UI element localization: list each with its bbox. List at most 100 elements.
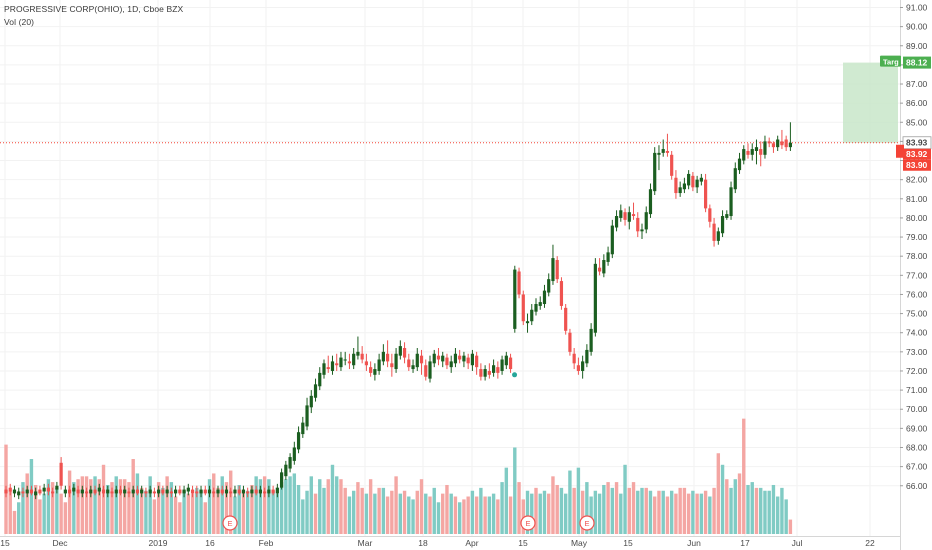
candle	[330, 355, 335, 375]
candle-body	[135, 489, 140, 494]
volume-bar	[788, 519, 793, 534]
candle-body	[59, 462, 63, 486]
candle-body	[517, 271, 521, 295]
candle-body	[343, 359, 347, 361]
candle-body	[674, 177, 678, 194]
time-axis[interactable]: 15 Dec 2019 16 Feb Mar 18 Apr 15 May 15 Jun 17 Jul 22	[0, 536, 900, 549]
volume-bar	[496, 499, 500, 534]
price-axis[interactable]: 91.0090.0089.0088.0087.0086.0085.0084.00…	[900, 0, 928, 550]
volume-bar	[245, 490, 250, 534]
bid-price-tag: 83.92	[896, 144, 931, 160]
candle-body	[347, 361, 352, 364]
volume-bar	[597, 493, 602, 534]
candle	[38, 485, 42, 496]
candle	[767, 137, 771, 148]
volume-bar	[101, 464, 106, 534]
candle	[381, 344, 385, 366]
candle	[233, 485, 237, 498]
candle-body	[76, 489, 80, 494]
candle-body	[46, 487, 50, 492]
candle-body	[68, 489, 72, 494]
candle-body	[216, 489, 220, 494]
candle-body	[305, 405, 309, 427]
candle-body	[453, 353, 458, 364]
candle-body	[237, 489, 241, 494]
target-price-text: 88.12	[906, 58, 928, 68]
candle	[593, 258, 597, 337]
candle	[80, 485, 84, 498]
candle-body	[51, 491, 55, 494]
volume-bar	[80, 476, 85, 534]
volume-bar	[568, 470, 572, 534]
volume-bar	[432, 487, 436, 534]
volume-bar	[547, 493, 551, 534]
candle-body	[644, 212, 648, 230]
candle	[224, 485, 229, 498]
volume-bar	[487, 496, 492, 534]
candle-body	[360, 353, 364, 360]
candle	[207, 485, 212, 498]
y-tick-label: 72.00	[906, 366, 928, 376]
volume-bar	[754, 487, 759, 534]
candle	[687, 170, 691, 190]
candle-body	[627, 212, 631, 222]
volume-bar	[148, 476, 152, 534]
candle	[564, 304, 568, 335]
volume-bar	[237, 484, 241, 534]
candle	[771, 141, 776, 153]
x-tick-label: 15	[0, 538, 10, 548]
volume-bar	[441, 493, 445, 534]
volume-bar	[733, 479, 737, 534]
candle-body	[93, 489, 97, 494]
candle	[165, 485, 169, 498]
candle-body	[114, 489, 118, 494]
x-tick-label: Jun	[687, 538, 701, 548]
candle-body	[369, 367, 373, 373]
volume-bar	[665, 496, 670, 534]
candle	[131, 485, 135, 498]
candle-body	[330, 361, 335, 371]
volume-bar	[207, 479, 212, 534]
candle-body	[110, 491, 114, 494]
volume-bar	[771, 484, 776, 534]
volume-bar	[669, 490, 674, 534]
volume-bar	[712, 487, 716, 534]
volume-bar	[195, 487, 199, 534]
candle	[34, 487, 38, 500]
volume-bar	[589, 496, 593, 534]
volume-bar	[508, 496, 513, 534]
volume-bar	[309, 476, 313, 534]
volume-bar	[491, 493, 496, 534]
candle	[17, 487, 21, 500]
volume-bar	[428, 496, 432, 534]
candle	[784, 135, 788, 151]
candle	[508, 353, 513, 373]
candle	[598, 258, 602, 276]
candle	[678, 181, 682, 197]
x-tick-label: Dec	[52, 538, 68, 548]
candle	[483, 365, 487, 381]
candle-body	[784, 139, 788, 148]
candle	[492, 359, 496, 377]
candle	[402, 342, 407, 364]
candle	[691, 172, 695, 192]
candle-body	[224, 489, 229, 494]
candle-body	[568, 332, 572, 352]
candle-body	[538, 302, 542, 306]
volume-bar	[470, 490, 475, 534]
candle-body	[466, 357, 470, 364]
candle-body	[140, 489, 144, 494]
volume-bar	[110, 482, 114, 534]
candle-body	[241, 489, 246, 494]
candle	[352, 348, 356, 370]
candle	[301, 416, 305, 438]
candle-body	[381, 351, 385, 362]
candle	[72, 483, 76, 496]
candle-body	[445, 357, 449, 366]
candle	[517, 267, 521, 299]
candle	[55, 481, 59, 494]
candle-body	[106, 489, 110, 494]
candle	[280, 468, 284, 490]
volume-bar	[610, 487, 615, 534]
